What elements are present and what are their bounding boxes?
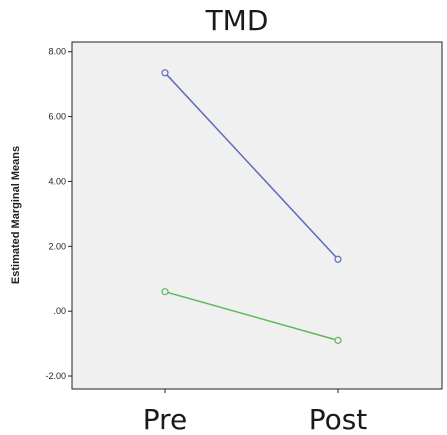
chart-title: TMD [205,4,269,37]
plot-area [71,41,443,390]
series-line-1 [164,72,339,260]
x-axis-ticks: Pre Post [143,389,368,435]
x-tick-label-post: Post [309,403,368,435]
y-axis-label: Estimated Marginal Means [10,146,22,284]
series-2-point-post [334,336,342,344]
series-2-point-pre [161,288,169,296]
y-axis-ticks: 8.00 6.00 4.00 2.00 .00 -2.00 [45,47,72,381]
y-tick-label: 4.00 [48,176,66,186]
series-1-point-pre [161,69,169,77]
series-layer [161,69,342,344]
series-1-point-post [334,255,342,263]
y-tick-label: -2.00 [45,371,66,381]
y-tick-label: 2.00 [48,241,66,251]
y-tick-label: .00 [53,306,66,316]
x-tick-label-pre: Pre [143,403,188,435]
y-tick-label: 6.00 [48,112,66,122]
series-line-2 [164,290,339,342]
y-tick-label: 8.00 [48,47,66,57]
